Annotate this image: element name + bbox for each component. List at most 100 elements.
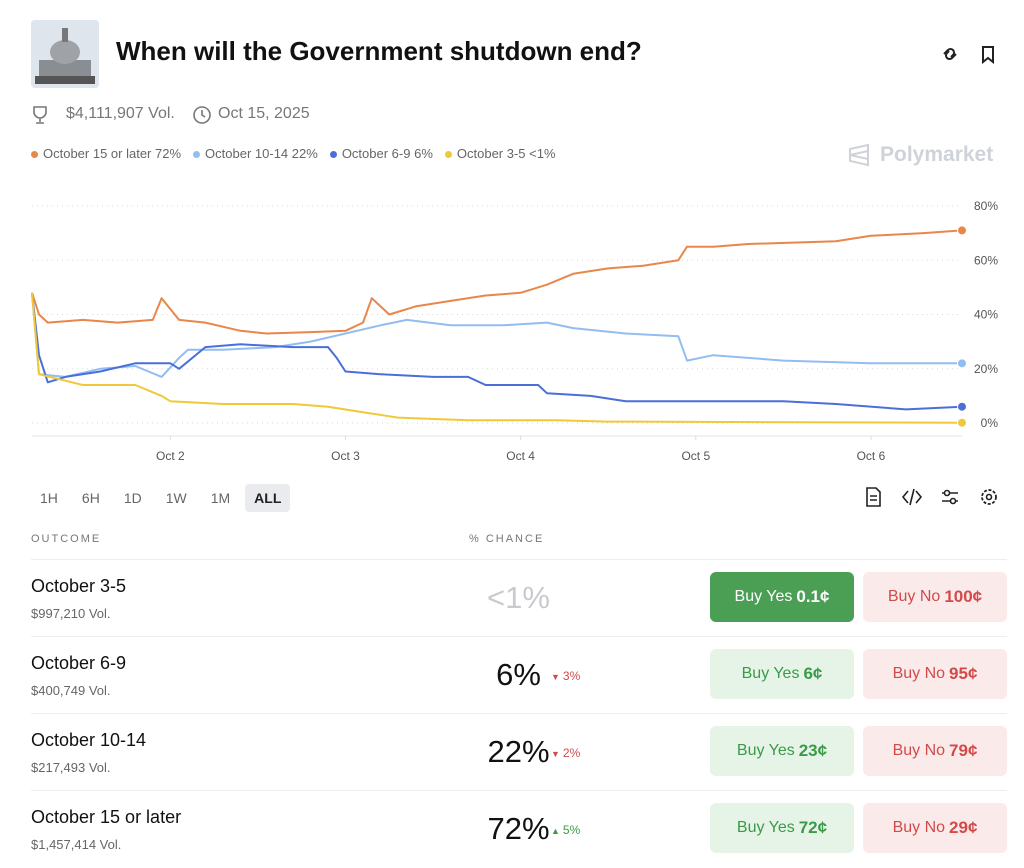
- series-line: [31, 292, 962, 378]
- buy-no-label: Buy No: [892, 665, 946, 682]
- legend-value: 72%: [155, 146, 182, 161]
- time-range: 1H 6H 1D 1W 1M ALL: [31, 484, 291, 512]
- volume: $4,111,907 Vol.: [66, 105, 175, 122]
- outcome-name: October 6-9: [31, 653, 127, 673]
- legend-item: October 6-9 6%: [329, 146, 433, 161]
- legend-item: October 3-5 <1%: [444, 146, 556, 161]
- end-dot: [957, 417, 967, 428]
- buy-yes-price: 0.1¢: [796, 587, 830, 606]
- buy-yes-price: 23¢: [798, 741, 828, 760]
- buy-yes-button[interactable]: Buy Yes 6¢: [710, 649, 854, 699]
- legend-item: October 15 or later 72%: [31, 146, 181, 161]
- end-date: Oct 15, 2025: [218, 105, 310, 122]
- time-range-button[interactable]: 1H: [40, 490, 58, 506]
- y-tick-label: 60%: [974, 253, 998, 267]
- time-range-button[interactable]: 1M: [210, 490, 231, 506]
- time-range-button[interactable]: 1W: [165, 490, 187, 506]
- outcome-volume: $400,749 Vol.: [31, 683, 111, 698]
- legend-item: October 10-14 22%: [193, 146, 318, 161]
- time-range-button[interactable]: ALL: [245, 484, 291, 512]
- buy-no-label: Buy No: [892, 819, 946, 836]
- outcome-change: ▼ 2%: [551, 746, 580, 760]
- end-dot: [957, 358, 967, 369]
- outcome-change: ▲ 5%: [551, 823, 580, 837]
- x-tick-label: Oct 5: [681, 449, 710, 463]
- legend-dot: [444, 151, 452, 159]
- chart: 0% 20% 40% 60% 80% Oct 2 Oct 3 Oct 4 Oct 5 Oct 6: [31, 199, 999, 463]
- change-value: 5%: [562, 823, 581, 837]
- legend-label: October 6-9: [341, 146, 411, 161]
- outcome-name: October 15 or later: [31, 807, 182, 827]
- buy-no-label: Buy No: [887, 588, 941, 605]
- end-dot: [957, 401, 967, 412]
- meta-icons: [33, 106, 211, 124]
- legend: October 15 or later 72% October 10-14 22%…: [31, 146, 556, 161]
- legend-value: <1%: [529, 146, 556, 161]
- legend-label: October 15 or later: [43, 146, 152, 161]
- chart-tools[interactable]: [864, 486, 1004, 508]
- brand: Polymarket: [880, 143, 994, 166]
- outcome-row: October 10-14 $217,493 Vol. 22% ▼ 2% Buy Yes 2…: [31, 713, 1007, 791]
- outcome-chance: 72%: [487, 811, 550, 846]
- buy-no-price: 95¢: [949, 664, 978, 683]
- time-range-button[interactable]: 6H: [81, 490, 100, 506]
- y-tick-label: 0%: [981, 416, 999, 430]
- buy-yes-label: Buy Yes: [734, 588, 793, 605]
- legend-dot: [329, 151, 337, 159]
- table-header: OUTCOME: [31, 533, 102, 545]
- x-tick-label: Oct 4: [506, 449, 535, 463]
- buy-no-price: 100¢: [944, 587, 983, 606]
- outcome-volume: $217,493 Vol.: [31, 760, 111, 775]
- outcome-name: October 10-14: [31, 730, 147, 750]
- series-line: [31, 229, 963, 335]
- outcome-volume: $997,210 Vol.: [31, 606, 111, 621]
- series-line: [31, 292, 963, 411]
- buy-yes-label: Buy Yes: [736, 819, 795, 836]
- series-line: [31, 292, 963, 424]
- outcome-chance: 6%: [496, 657, 541, 692]
- buy-yes-button[interactable]: Buy Yes 0.1¢: [710, 572, 854, 622]
- buy-no-button[interactable]: Buy No 79¢: [863, 726, 1007, 776]
- outcome-change: ▼ 3%: [551, 669, 580, 683]
- change-value: 2%: [562, 746, 581, 760]
- x-tick-label: Oct 3: [331, 449, 360, 463]
- buy-yes-price: 6¢: [803, 664, 823, 683]
- header-actions[interactable]: [940, 44, 1000, 64]
- buy-no-price: 29¢: [949, 818, 978, 837]
- buy-yes-button[interactable]: Buy Yes 23¢: [710, 726, 854, 776]
- buy-no-button[interactable]: Buy No 100¢: [863, 572, 1007, 622]
- change-arrow: ▲: [551, 826, 560, 836]
- market-image: [31, 20, 99, 88]
- y-tick-label: 40%: [974, 308, 998, 322]
- brand-logo: [849, 143, 869, 167]
- time-range-button[interactable]: 1D: [123, 490, 142, 506]
- buy-no-button[interactable]: Buy No 29¢: [863, 803, 1007, 853]
- change-value: 3%: [562, 669, 581, 683]
- y-tick-label: 80%: [974, 199, 998, 213]
- outcome-chance: 22%: [487, 734, 550, 769]
- buy-no-price: 79¢: [949, 741, 978, 760]
- legend-dot: [31, 151, 38, 159]
- legend-label: October 3-5: [456, 146, 526, 161]
- outcome-chance: <1%: [487, 580, 550, 615]
- change-arrow: ▼: [551, 672, 560, 682]
- legend-label: October 10-14: [205, 146, 289, 161]
- buy-yes-label: Buy Yes: [736, 742, 795, 759]
- y-tick-label: 20%: [974, 362, 998, 376]
- buy-yes-price: 72¢: [798, 818, 828, 837]
- outcome-name: October 3-5: [31, 576, 127, 596]
- buy-no-button[interactable]: Buy No 95¢: [863, 649, 1007, 699]
- x-tick-label: Oct 2: [156, 449, 185, 463]
- outcome-row: October 15 or later $1,457,414 Vol. 72% ▲ 5%…: [31, 790, 1007, 868]
- legend-dot: [193, 151, 201, 159]
- buy-no-label: Buy No: [892, 742, 946, 759]
- market-title: When will the Government shutdown end?: [116, 36, 642, 66]
- end-dot: [957, 225, 967, 236]
- table-header: % CHANCE: [469, 533, 545, 545]
- legend-value: 22%: [291, 146, 318, 161]
- change-arrow: ▼: [551, 749, 560, 759]
- buy-yes-label: Buy Yes: [741, 665, 800, 682]
- legend-value: 6%: [414, 146, 433, 161]
- buy-yes-button[interactable]: Buy Yes 72¢: [710, 803, 854, 853]
